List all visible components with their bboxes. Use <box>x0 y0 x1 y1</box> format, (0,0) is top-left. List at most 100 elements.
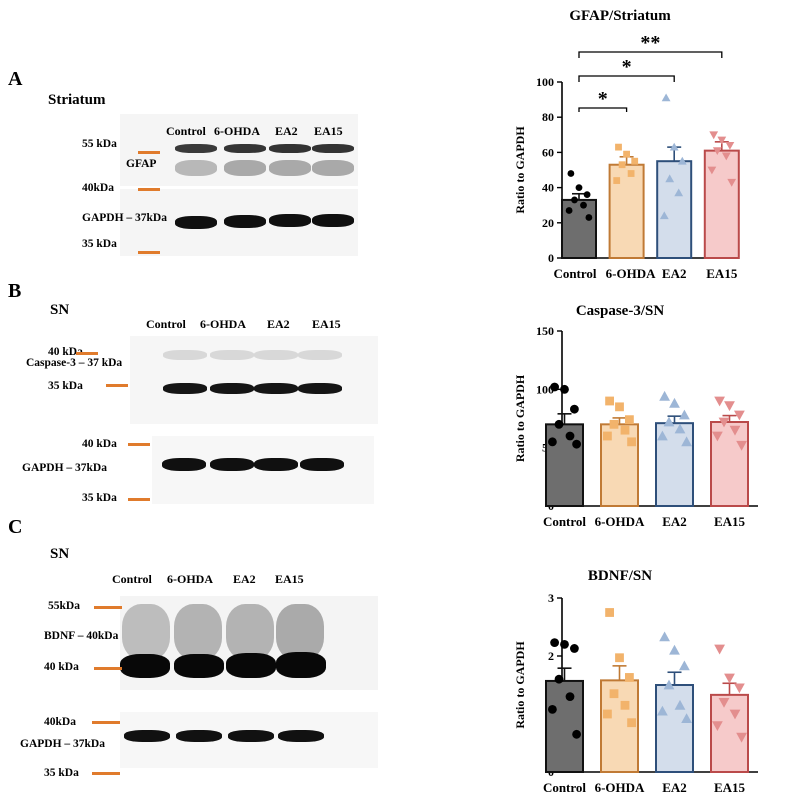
data-point-control-2 <box>570 644 579 653</box>
gapdh-b-band-ea15 <box>300 458 344 471</box>
mw-marker-55 <box>138 151 160 154</box>
data-point-ea15-3 <box>718 417 730 428</box>
mw-marker-55-c <box>94 606 122 609</box>
mw-label-35: 35 kDa <box>82 238 117 250</box>
y-tick-label-20: 20 <box>542 216 554 230</box>
y-axis-label: Ratio to GAPDH <box>513 641 527 729</box>
y-axis-label: Ratio to GAPDH <box>513 126 527 214</box>
caspase-band-ea2 <box>254 383 298 394</box>
mw-marker-40-b2 <box>128 443 150 446</box>
caspase-band-control <box>163 383 207 394</box>
chart-title: BDNF/SN <box>588 568 652 584</box>
western-blot-caspase3 <box>130 336 378 424</box>
x-tick-label-ea2: EA2 <box>662 780 687 795</box>
data-point-control-2 <box>583 191 591 199</box>
data-point-control-5 <box>548 437 557 447</box>
data-point-ea15-3 <box>718 698 730 708</box>
data-point-6-ohda-0 <box>605 396 614 406</box>
y-tick-label-60: 60 <box>542 145 554 159</box>
data-point-ea2-1 <box>669 644 680 655</box>
data-point-control-6 <box>572 439 581 449</box>
data-point-ea2-3 <box>663 416 675 427</box>
data-point-control-0 <box>550 638 559 648</box>
bdnf-smear-6ohda <box>174 604 222 660</box>
data-point-ea2-5 <box>657 430 668 441</box>
x-tick-label-control: Control <box>543 514 586 529</box>
data-point-control-6 <box>585 214 593 221</box>
significance-label-1: * <box>622 56 632 78</box>
gfap-band-control-lower <box>175 160 217 176</box>
x-tick-label-ea2: EA2 <box>662 266 687 281</box>
data-point-6-ohda-3 <box>609 689 619 699</box>
data-point-ea15-0 <box>714 396 725 407</box>
target-label-caspase3: Caspase-3 – 37 kDa <box>26 357 123 369</box>
lane-label-ea15-b: EA15 <box>312 317 341 331</box>
data-point-control-3 <box>571 196 578 204</box>
data-point-ea2-0 <box>661 93 671 102</box>
bdnf-band-control <box>120 654 170 678</box>
data-point-6-ohda-1 <box>615 653 624 663</box>
gfap-band-ea15-lower <box>312 160 354 176</box>
mw-label-40-b2: 40 kDa <box>82 438 117 450</box>
data-point-control-6 <box>572 729 581 739</box>
western-blot-gfap <box>120 114 358 256</box>
x-tick-label-control: Control <box>553 266 596 281</box>
gfap-band-ea2 <box>269 144 311 153</box>
data-point-ea15-2 <box>734 410 745 421</box>
x-tick-label-6-ohda: 6-OHDA <box>606 266 656 281</box>
data-point-control-2 <box>570 404 579 414</box>
lane-label-6ohda-c: 6-OHDA <box>167 572 213 586</box>
target-label-bdnf: BDNF – 40kDa <box>44 630 119 642</box>
mw-label-40-b1: 40 kDa <box>48 346 83 358</box>
significance-bracket-2 <box>578 51 723 58</box>
gapdh-b-band-ea2 <box>254 458 298 471</box>
data-point-ea15-4 <box>729 425 741 436</box>
data-point-control-4 <box>580 201 587 209</box>
significance-bracket-1 <box>578 75 675 82</box>
gapdh-b-band-control <box>162 458 206 471</box>
blot-divider <box>120 186 358 189</box>
data-point-ea2-4 <box>674 699 686 710</box>
data-point-ea15-2 <box>725 141 735 150</box>
data-point-ea2-4 <box>674 423 686 434</box>
data-point-control-3 <box>554 419 564 429</box>
data-point-ea2-4 <box>674 188 684 197</box>
loading-control-label-c: GAPDH – 37kDa <box>20 738 105 750</box>
mw-label-35-c: 35 kDa <box>44 767 79 779</box>
lane-label-6ohda-b: 6-OHDA <box>200 317 246 331</box>
data-point-6-ohda-6 <box>627 718 636 728</box>
bdnf-band-ea15 <box>276 652 326 678</box>
gapdh-band-ea2 <box>269 214 311 227</box>
lane-label-ea15-c: EA15 <box>275 572 304 586</box>
y-tick-label-100: 100 <box>536 75 554 89</box>
gapdh-c-band-ea15 <box>278 730 324 742</box>
panel-letter-a: A <box>8 68 23 90</box>
data-point-ea2-1 <box>669 142 679 151</box>
data-point-6-ohda-1 <box>623 150 630 158</box>
data-point-control-3 <box>554 674 564 684</box>
mw-marker-40-b1 <box>76 352 98 355</box>
western-blot-gapdh-b <box>152 436 374 504</box>
mw-label-35-b: 35 kDa <box>48 380 83 392</box>
loading-control-label-b: GAPDH – 37kDa <box>22 462 107 474</box>
gapdh-c-band-6ohda <box>176 730 222 742</box>
x-tick-label-6-ohda: 6-OHDA <box>595 514 645 529</box>
data-point-control-4 <box>565 692 575 701</box>
data-point-6-ohda-2 <box>631 157 639 165</box>
data-point-control-0 <box>567 170 575 177</box>
x-tick-label-ea15: EA15 <box>714 514 746 529</box>
data-point-ea2-1 <box>669 397 680 408</box>
gapdh-band-6ohda <box>224 215 266 228</box>
bdnf-smear-control <box>122 604 170 660</box>
data-point-6-ohda-1 <box>615 402 624 412</box>
gfap-band-ea15 <box>312 144 354 153</box>
bdnf-smear-ea2 <box>226 604 274 660</box>
gfap-striatum-bar-chart: GFAP/Striatum Ratio to GAPDH 0 20 40 60 80 100 C… <box>513 8 740 281</box>
x-tick-label-ea15: EA15 <box>714 780 746 795</box>
lane-label-control: Control <box>166 124 206 138</box>
data-point-6-ohda-2 <box>625 673 634 682</box>
data-point-6-ohda-0 <box>605 608 614 617</box>
data-point-ea15-6 <box>736 440 747 451</box>
bar-control <box>545 423 584 507</box>
